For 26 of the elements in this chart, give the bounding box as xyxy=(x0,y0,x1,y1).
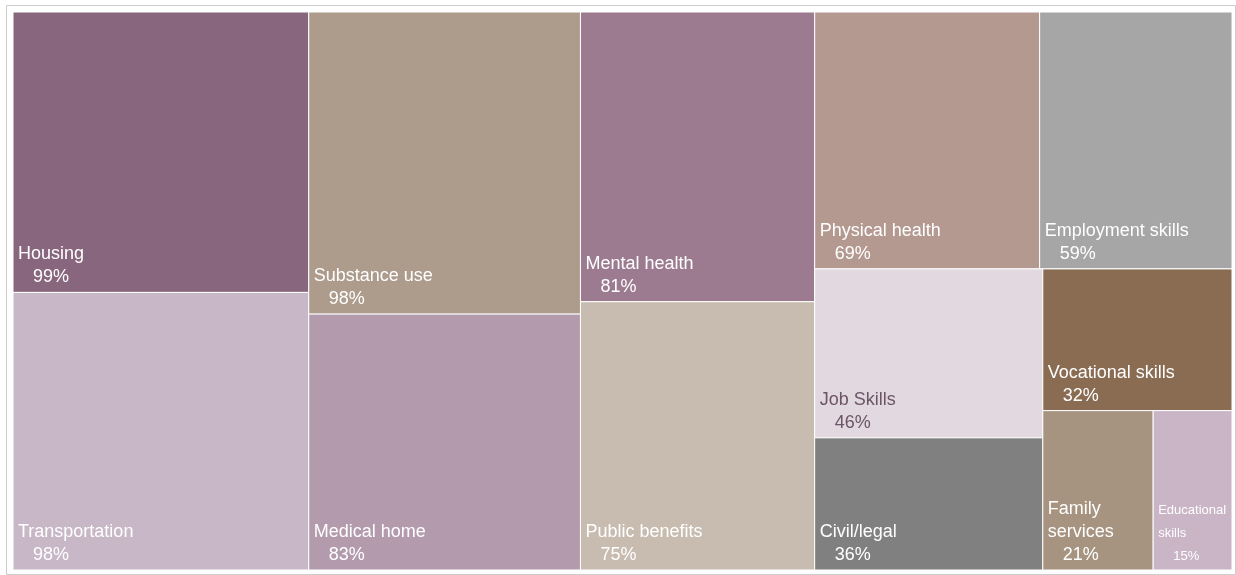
category-label: Vocational skills xyxy=(1047,361,1175,382)
data-label: 83% xyxy=(328,544,365,564)
category-label: Civil/legal xyxy=(819,521,897,541)
category-label: Transportation xyxy=(18,521,134,541)
category-label: Medical home xyxy=(313,521,426,541)
data-label: 59% xyxy=(1059,242,1096,263)
category-label: Physical health xyxy=(819,219,941,240)
data-label: 15% xyxy=(1173,548,1200,563)
data-label: 98% xyxy=(328,288,365,309)
data-label: 46% xyxy=(834,411,871,432)
category-label: Employment skills xyxy=(1044,219,1189,240)
category-label: Substance use xyxy=(313,265,433,286)
data-label: 75% xyxy=(600,544,637,564)
category-label: Family services xyxy=(1047,498,1114,541)
category-label: Educational skills xyxy=(1158,502,1227,540)
category-label: Public benefits xyxy=(585,521,703,541)
data-label: 81% xyxy=(600,275,637,296)
data-label: 32% xyxy=(1062,384,1099,405)
data-label: 98% xyxy=(33,544,70,564)
data-label: 21% xyxy=(1062,544,1099,564)
category-label: Mental health xyxy=(585,252,694,273)
data-label: 99% xyxy=(33,266,70,287)
data-label: 36% xyxy=(834,544,871,564)
data-label: 69% xyxy=(834,242,871,263)
category-label: Job Skills xyxy=(819,388,896,409)
category-label: Housing xyxy=(18,243,85,264)
